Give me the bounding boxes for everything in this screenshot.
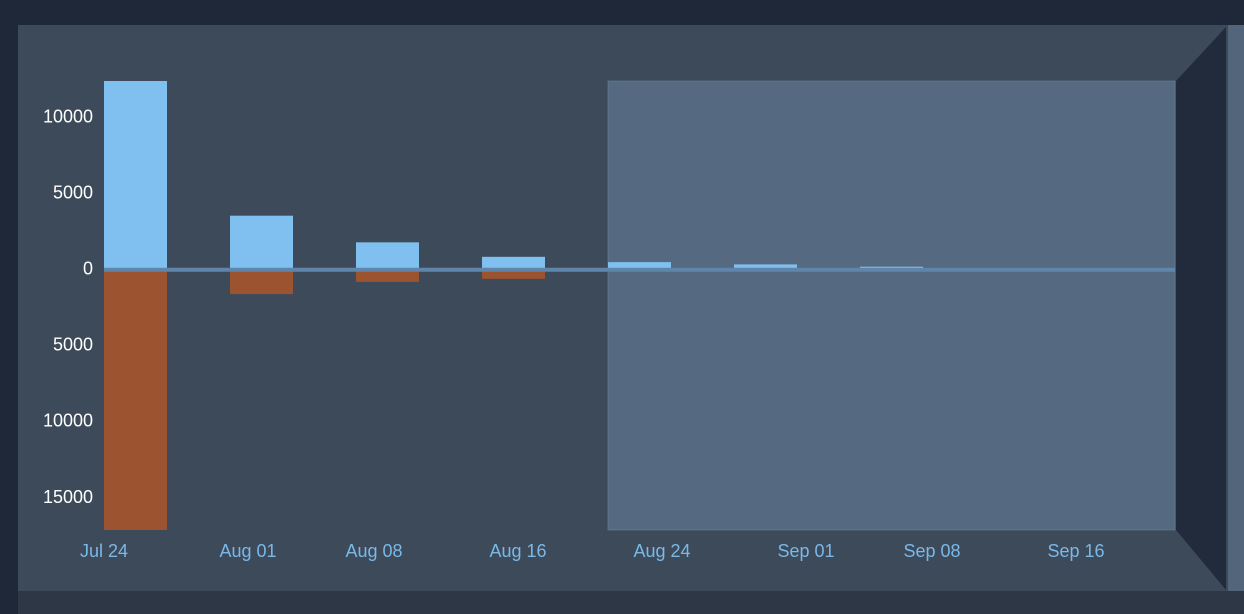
x-tick-label: Aug 24 [633,541,690,561]
selection [607,80,1176,531]
side-strip [1228,25,1244,591]
bar [104,81,167,270]
plot: 10000 5000 0 5000 10000 15000 Jul 24 Aug 01 Aug … [43,80,1176,561]
y-tick-label: 15000 [43,487,93,507]
bar [482,256,545,270]
bottom-strip [18,591,1244,614]
bar [230,215,293,270]
y-tick-label: 10000 [43,106,93,126]
bar [734,264,797,270]
bar [356,242,419,270]
y-tick-label: 10000 [43,411,93,431]
y-tick-label: 0 [83,258,93,278]
x-tick-label: Sep 16 [1047,541,1104,561]
panel-bevel [1176,27,1226,590]
bar [608,262,671,270]
bar [482,269,545,279]
x-tick-label: Aug 08 [345,541,402,561]
bar [230,269,293,295]
bar [104,269,167,530]
x-tick-label: Sep 01 [777,541,834,561]
y-tick-label: 5000 [53,182,93,202]
bar [356,269,419,282]
x-tick-label: Aug 01 [219,541,276,561]
x-tick-label: Sep 08 [903,541,960,561]
panel [18,25,1228,591]
x-tick-label: Aug 16 [489,541,546,561]
y-tick-label: 5000 [53,335,93,355]
x-tick-label: Jul 24 [80,541,128,561]
